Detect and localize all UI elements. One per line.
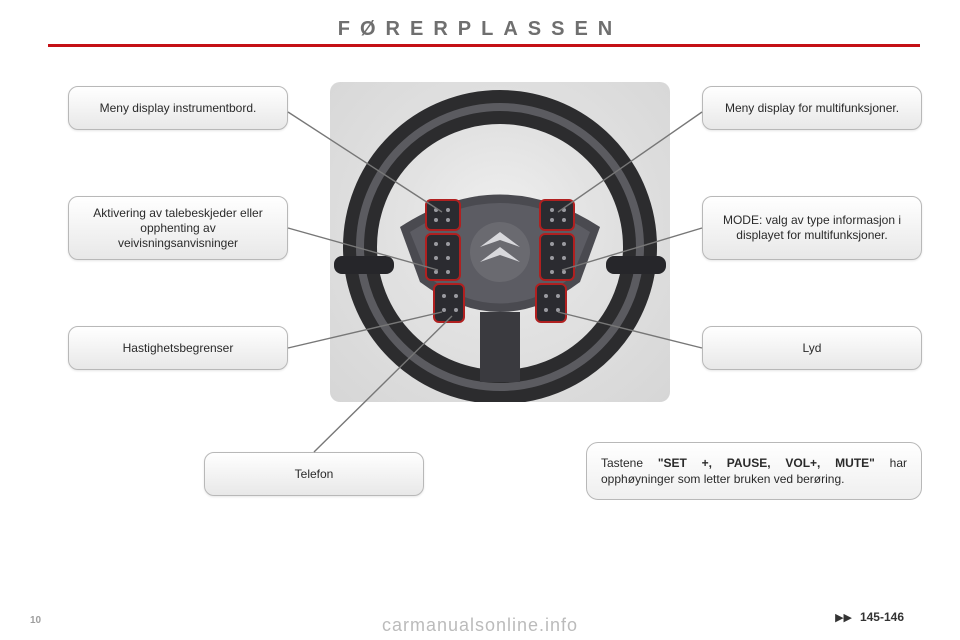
callout-voice-activation: Aktivering av talebeskjeder eller opphen… xyxy=(68,196,288,260)
watermark: carmanualsonline.info xyxy=(382,615,578,636)
page-number: 10 xyxy=(30,615,41,626)
note-bold: "SET +, PAUSE, VOL+, MUTE" xyxy=(658,456,875,470)
note-tactile-keys: Tastene "SET +, PAUSE, VOL+, MUTE" har o… xyxy=(586,442,922,500)
ref-arrow-icon: ▶▶ xyxy=(835,611,852,624)
callout-multifunction-display-menu: Meny display for multifunksjoner. xyxy=(702,86,922,130)
header-rule xyxy=(48,44,920,47)
side-section-label: OVERSIKT OVER BILEN xyxy=(0,236,6,580)
callout-mode-select: MODE: valg av type informasjon i display… xyxy=(702,196,922,260)
callout-telephone: Telefon xyxy=(204,452,424,496)
callout-instrument-display-menu: Meny display instrumentbord. xyxy=(68,86,288,130)
page-reference: 145-146 xyxy=(860,610,904,624)
note-prefix: Tastene xyxy=(601,456,658,470)
callout-speed-limiter: Hastighetsbegrenser xyxy=(68,326,288,370)
callout-audio: Lyd xyxy=(702,326,922,370)
steering-wheel-image xyxy=(330,82,670,402)
page-header: FØRERPLASSEN xyxy=(0,18,960,41)
